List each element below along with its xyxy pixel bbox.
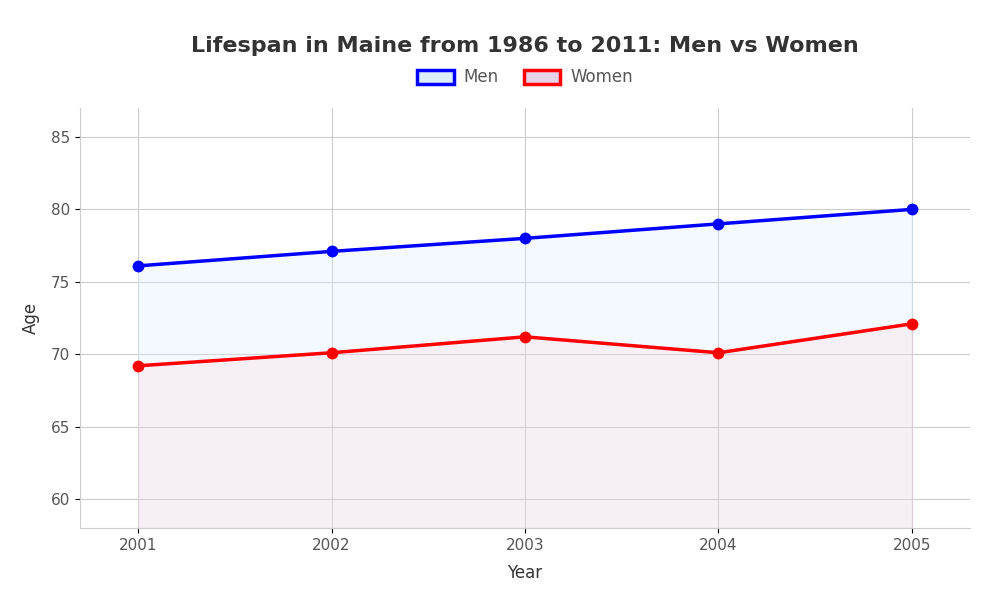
Legend: Men, Women: Men, Women	[410, 62, 640, 93]
Y-axis label: Age: Age	[22, 302, 40, 334]
Title: Lifespan in Maine from 1986 to 2011: Men vs Women: Lifespan in Maine from 1986 to 2011: Men…	[191, 37, 859, 56]
X-axis label: Year: Year	[507, 564, 543, 582]
